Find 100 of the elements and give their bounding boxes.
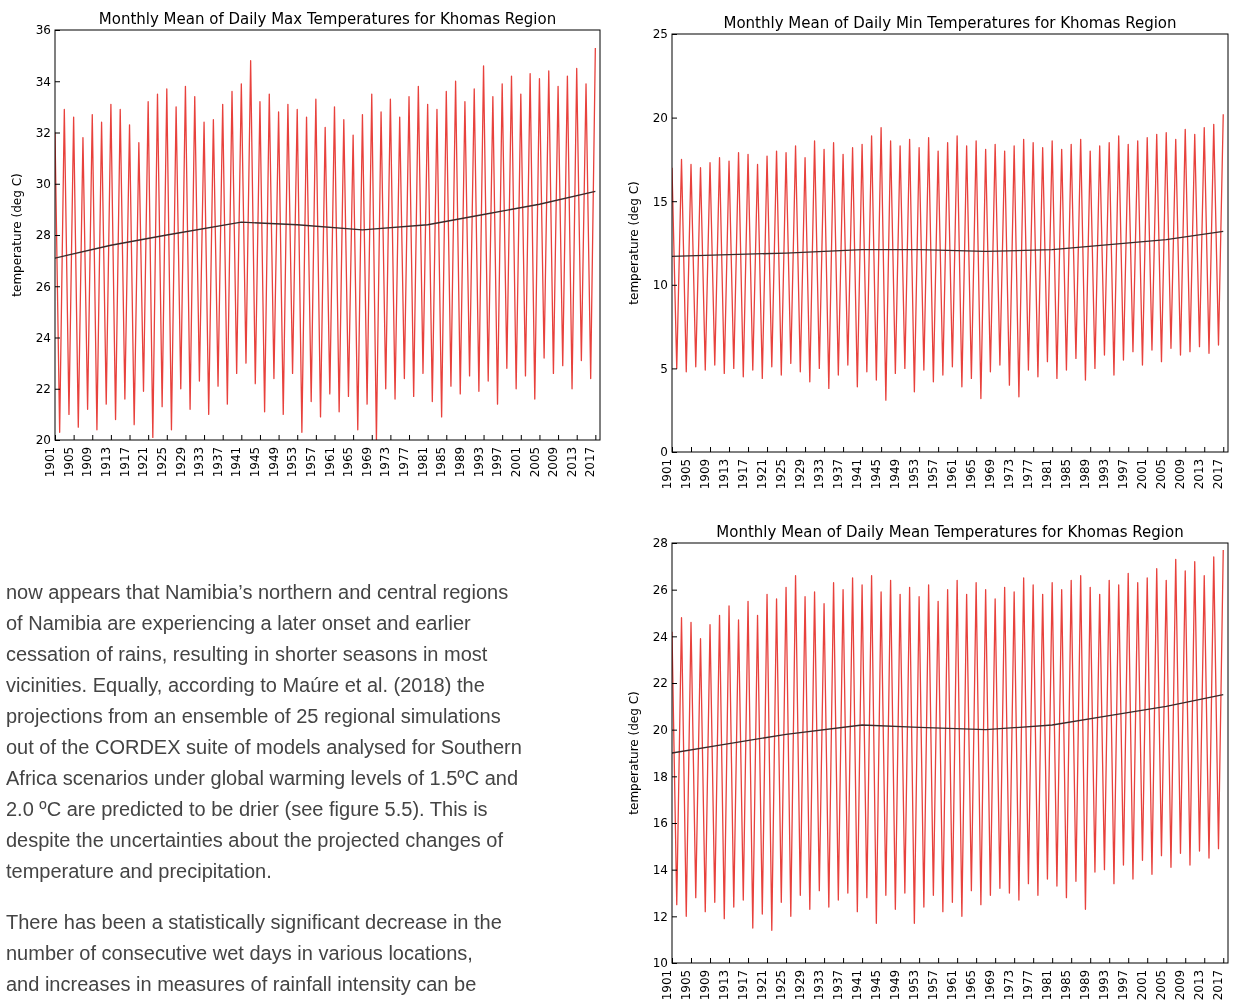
x-tick-label: 1909: [698, 969, 713, 1001]
x-tick-label: 2009: [1173, 969, 1188, 1001]
y-tick-label: 15: [652, 194, 668, 209]
x-tick-label: 1925: [154, 446, 169, 478]
chart-title: Monthly Mean of Daily Max Temperatures for Khomas Region: [98, 10, 557, 28]
x-tick-label: 1917: [117, 446, 132, 478]
y-tick-label: 10: [652, 278, 668, 293]
y-tick-label: 10: [652, 956, 668, 971]
line-series: [672, 549, 1224, 931]
x-tick-label: 1965: [964, 969, 979, 1001]
x-tick-label: 1937: [831, 969, 846, 1001]
x-tick-label: 2001: [1135, 969, 1150, 1001]
x-tick-label: 1913: [99, 446, 113, 478]
text: out of the CORDEX suite of models analysed for Southern: [6, 736, 522, 758]
x-tick-label: 1921: [755, 969, 770, 1001]
x-tick-label: 1933: [192, 446, 207, 478]
x-tick-label: 1937: [210, 446, 225, 478]
text: and increases in measures of rainfall intensity can be: [6, 973, 477, 995]
y-tick-label: 30: [35, 177, 51, 192]
text: now appears that Namibia’s northern and central regions: [6, 581, 509, 603]
text: temperature and precipitation.: [6, 860, 272, 882]
x-tick-label: 1985: [434, 446, 449, 478]
y-tick-label: 36: [35, 23, 51, 38]
x-tick-label: 1997: [490, 446, 505, 478]
y-tick-label: 5: [660, 361, 668, 376]
text: cessation of rains, resulting in shorter seasons in most: [6, 643, 488, 665]
x-tick-label: 1961: [322, 446, 337, 478]
text: despite the uncertainties about the projected changes of: [6, 829, 504, 851]
x-tick-label: 1957: [303, 446, 318, 478]
y-tick-label: 20: [652, 723, 668, 738]
x-tick-label: 1913: [717, 458, 732, 490]
x-tick-label: 2013: [1192, 458, 1207, 490]
x-tick-label: 1929: [173, 446, 188, 478]
x-tick-label: 1909: [698, 458, 713, 490]
y-tick-label: 22: [652, 676, 668, 691]
y-tick-label: 34: [35, 74, 51, 89]
x-tick-label: 1925: [774, 458, 789, 490]
x-tick-label: 1961: [945, 458, 960, 490]
x-tick-label: 1969: [983, 458, 998, 490]
y-tick-label: 24: [35, 330, 51, 345]
x-tick-label: 1977: [1021, 969, 1036, 1001]
y-axis-title: temperature (deg C): [10, 173, 24, 297]
x-tick-label: 1925: [774, 969, 789, 1001]
y-tick-label: 20: [652, 110, 668, 125]
y-tick-label: 26: [35, 279, 51, 294]
x-tick-label: 1961: [945, 969, 960, 1001]
x-tick-label: 1949: [888, 458, 903, 490]
x-tick-label: 1965: [964, 458, 979, 490]
x-tick-label: 1989: [453, 446, 468, 478]
x-tick-label: 2005: [1154, 458, 1169, 490]
y-axis-title: temperature (deg C): [627, 691, 641, 815]
chart-title: Monthly Mean of Daily Mean Temperatures for Khomas Region: [716, 523, 1184, 541]
x-tick-label: 1937: [831, 458, 846, 490]
x-tick-label: 2017: [1211, 969, 1226, 1001]
x-tick-label: 1957: [926, 458, 941, 490]
text: of Namibia are experiencing a later onset and earlier: [6, 612, 472, 634]
x-tick-label: 2001: [508, 446, 523, 478]
x-tick-label: 2013: [564, 446, 579, 478]
x-tick-label: 2001: [1135, 458, 1150, 490]
x-tick-label: 1901: [43, 446, 58, 478]
x-tick-label: 1981: [1040, 458, 1055, 490]
x-tick-label: 1905: [679, 969, 694, 1001]
y-tick-label: 16: [652, 816, 668, 831]
y-tick-label: 22: [35, 382, 51, 397]
y-tick-label: 0: [660, 445, 668, 460]
x-tick-label: 1953: [907, 458, 922, 490]
text: number of consecutive wet days in various locations,: [6, 942, 473, 964]
y-tick-label: 12: [652, 909, 668, 924]
x-tick-label: 1945: [869, 458, 884, 490]
x-tick-label: 1945: [248, 446, 263, 478]
x-tick-label: 1905: [679, 458, 694, 490]
y-tick-label: 32: [35, 125, 51, 140]
x-tick-label: 1993: [1097, 458, 1112, 490]
x-tick-label: 1985: [1059, 969, 1074, 1001]
line-series: [672, 113, 1224, 401]
line-series: [55, 47, 596, 440]
x-tick-label: 1969: [359, 446, 374, 478]
x-tick-label: 1929: [793, 458, 808, 490]
line-series: [672, 230, 1224, 258]
x-tick-label: 1905: [61, 446, 76, 478]
x-tick-label: 1917: [736, 458, 751, 490]
x-tick-label: 1901: [660, 458, 675, 490]
x-tick-label: 1945: [869, 969, 884, 1001]
x-tick-label: 1913: [717, 969, 732, 1001]
x-tick-label: 1933: [812, 458, 827, 490]
x-tick-label: 1981: [415, 446, 430, 478]
text: Africa scenarios under global warming levels of 1.5ºC and: [6, 767, 519, 789]
x-tick-label: 1941: [850, 969, 865, 1001]
text: vicinities. Equally, according to Maúre et al. (2018) the: [6, 674, 485, 696]
x-tick-label: 1993: [1097, 969, 1112, 1001]
x-tick-label: 1901: [660, 969, 675, 1001]
x-tick-label: 1973: [1002, 969, 1017, 1001]
x-tick-label: 1969: [983, 969, 998, 1001]
x-tick-label: 2017: [1211, 458, 1226, 490]
x-tick-label: 2013: [1192, 969, 1207, 1001]
x-tick-label: 1949: [888, 969, 903, 1001]
x-tick-label: 1985: [1059, 458, 1074, 490]
line-series: [55, 190, 596, 259]
x-tick-label: 2009: [546, 446, 561, 478]
x-tick-label: 1953: [907, 969, 922, 1001]
